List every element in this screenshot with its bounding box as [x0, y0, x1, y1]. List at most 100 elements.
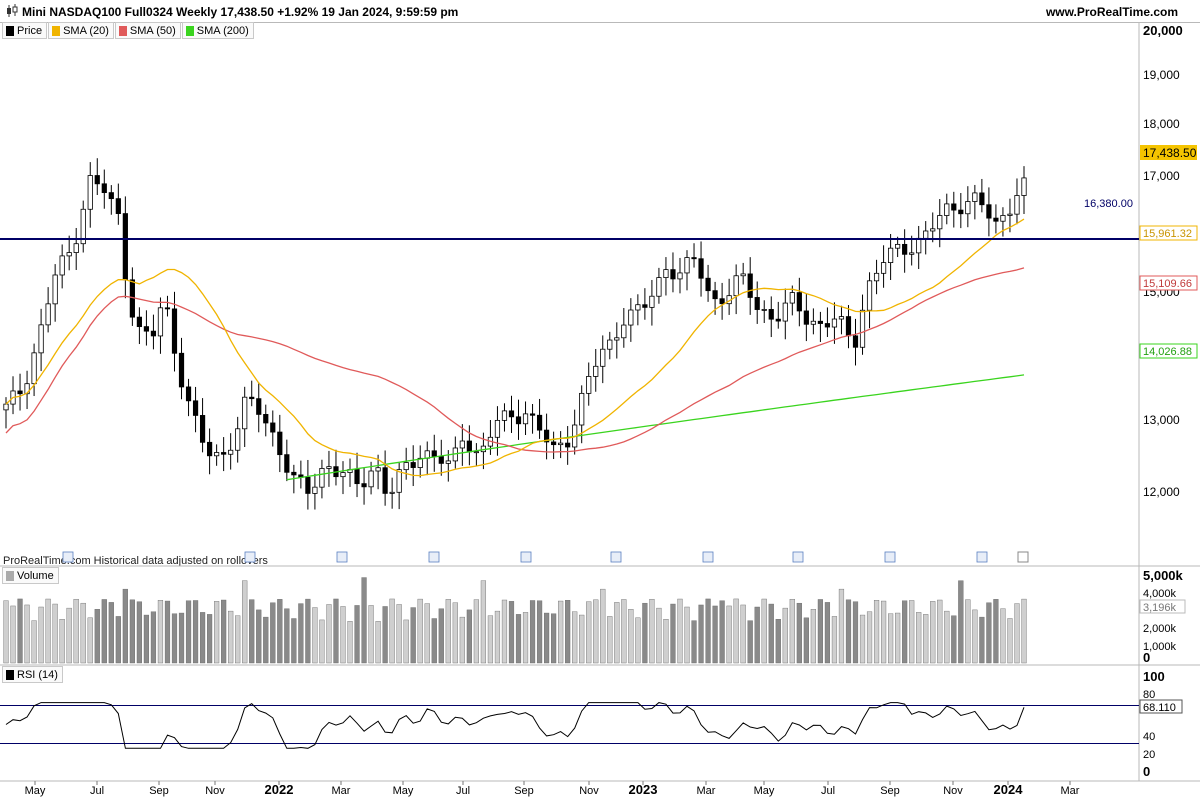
rsi-swatch-icon [6, 669, 14, 680]
volume-bar [880, 600, 887, 664]
volume-bar [607, 616, 613, 664]
volume-bar [206, 614, 213, 664]
price-legend: Price SMA (20) SMA (50) SMA (200) [2, 22, 255, 39]
volume-bar [642, 602, 648, 664]
dividend-marker-icon[interactable] [702, 551, 714, 563]
candle-body [17, 390, 23, 395]
legend-sma50[interactable]: SMA (50) [114, 22, 181, 39]
dividend-marker-icon[interactable] [792, 551, 804, 563]
dividend-marker-icon[interactable] [428, 551, 440, 563]
dividend-marker-icon[interactable] [884, 551, 896, 563]
volume-bar [354, 605, 360, 664]
candle-body [3, 403, 9, 411]
rsi-panel [0, 702, 1139, 749]
volume-bar [719, 600, 725, 664]
candle-body [838, 316, 845, 320]
candle-body [859, 309, 866, 348]
candle-body [305, 476, 311, 494]
candle-body [944, 203, 950, 216]
candle-body [417, 457, 423, 468]
candle-body [852, 335, 859, 348]
volume-tick: 0 [1143, 650, 1150, 665]
volume-bar [242, 580, 248, 664]
candle-body [656, 277, 662, 297]
candle-body [249, 396, 255, 400]
volume-bar [38, 606, 44, 664]
volume-bar [972, 609, 978, 664]
legend-sma200[interactable]: SMA (200) [181, 22, 254, 39]
dividend-marker-icon[interactable] [610, 551, 622, 563]
rsi-tick: 100 [1143, 669, 1165, 684]
volume-tick: 3,196k [1143, 602, 1177, 614]
volume-bar [845, 599, 852, 664]
candle-body [923, 230, 929, 239]
candle-body [607, 339, 613, 350]
candle-body [937, 215, 943, 230]
candle-body [38, 324, 44, 354]
dividend-marker-icon[interactable] [62, 551, 74, 563]
time-axis-label: May [393, 785, 414, 797]
price-tick: 17,000 [1143, 169, 1180, 183]
dividend-marker-icon[interactable] [520, 551, 532, 563]
sma20-swatch-icon [52, 25, 61, 36]
dividend-marker-icon[interactable] [244, 551, 256, 563]
candle-body [382, 467, 388, 494]
time-axis-label: 2022 [265, 782, 294, 797]
candle-body [122, 213, 128, 281]
candle-body [754, 297, 760, 310]
dividend-marker-icon[interactable] [976, 551, 988, 563]
time-axis-label: Jul [821, 785, 835, 797]
volume-bar [593, 599, 599, 664]
candle-body [115, 198, 121, 214]
volume-bar [614, 602, 620, 664]
volume-bar [684, 606, 690, 664]
candle-body [642, 304, 648, 308]
sma50-line [5, 267, 1025, 453]
candle-body [902, 243, 908, 255]
volume-bar [431, 618, 437, 664]
volume-bar [1007, 618, 1013, 664]
last-price-text: 17,438.50 [1143, 146, 1197, 160]
candle-body [354, 469, 360, 485]
candle-body [895, 243, 901, 249]
dividend-marker-icon[interactable] [336, 551, 348, 563]
site-link[interactable]: www.ProRealTime.com [1045, 5, 1178, 19]
candle-body [108, 192, 114, 200]
candle-body [888, 247, 894, 264]
candle-body [635, 304, 641, 311]
legend-volume[interactable]: Volume [2, 567, 59, 584]
volume-bar [501, 599, 508, 664]
time-axis-label: Mar [697, 785, 716, 797]
time-axis-label: Mar [1061, 785, 1080, 797]
volume-bar [1014, 603, 1020, 664]
candle-body [256, 398, 262, 415]
volume-bar [45, 598, 51, 664]
candle-body [242, 396, 248, 430]
volume-bar [473, 599, 479, 664]
volume-bar [747, 620, 753, 664]
candle-body [185, 386, 192, 402]
info-icon[interactable] [1017, 551, 1029, 563]
legend-rsi[interactable]: RSI (14) [2, 666, 63, 683]
legend-sma20[interactable]: SMA (20) [48, 22, 114, 39]
volume-bar [66, 607, 72, 664]
volume-bar [579, 614, 585, 664]
candle-body [291, 471, 297, 476]
sma50-badge-text: 15,109.66 [1143, 278, 1192, 290]
volume-bar [677, 598, 683, 664]
candle-body [705, 277, 711, 292]
volume-bar [789, 598, 795, 664]
sma20-badge [1139, 225, 1198, 241]
volume-bar [803, 617, 809, 664]
candle-body [677, 272, 683, 280]
legend-price[interactable]: Price [2, 22, 48, 39]
volume-bar [24, 604, 30, 664]
candle-body [579, 392, 585, 426]
candle-body [284, 454, 290, 473]
volume-bar [698, 604, 704, 664]
volume-bar [438, 608, 444, 664]
volume-bar [452, 602, 458, 664]
time-axis-label: Nov [579, 785, 599, 797]
volume-bar [796, 602, 802, 664]
